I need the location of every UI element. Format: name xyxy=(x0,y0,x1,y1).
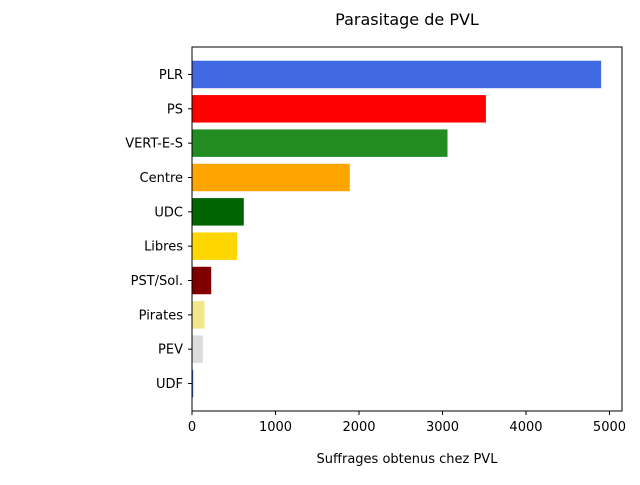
x-tick-label: 1000 xyxy=(259,420,292,435)
chart-title: Parasitage de PVL xyxy=(335,10,479,29)
y-tick-label: PST/Sol. xyxy=(131,274,183,289)
y-tick-label: PS xyxy=(167,102,183,117)
x-tick-label: 2000 xyxy=(342,420,375,435)
x-tick-label: 3000 xyxy=(426,420,459,435)
y-tick-label: Pirates xyxy=(139,308,184,323)
y-tick-label: VERT-E-S xyxy=(125,137,183,152)
y-axis-ticks: PLR PS VERT-E-S Centre UDC Libres PST/Sol. Pira… xyxy=(125,68,192,392)
bar-ps xyxy=(192,95,486,123)
bars-layer xyxy=(192,60,602,398)
y-tick-label: PEV xyxy=(158,343,183,358)
bar-plr xyxy=(192,60,602,89)
y-tick-label: Libres xyxy=(144,240,183,255)
bar-udc xyxy=(192,198,244,226)
x-tick-label: 5000 xyxy=(593,420,626,435)
bar-centre xyxy=(192,163,350,192)
x-tick-label: 4000 xyxy=(509,420,542,435)
bar-pst-sol xyxy=(192,266,212,295)
y-tick-label: Centre xyxy=(140,171,183,186)
bar-udf xyxy=(192,369,194,398)
x-tick-label: 0 xyxy=(188,420,196,435)
y-tick-label: PLR xyxy=(159,68,183,83)
y-tick-label: UDF xyxy=(156,377,183,392)
bar-vert-e-s xyxy=(192,129,448,157)
x-axis-label: Suffrages obtenus chez PVL xyxy=(317,452,499,467)
y-tick-label: UDC xyxy=(154,205,183,220)
x-axis-ticks: 0 1000 2000 3000 4000 5000 xyxy=(188,411,626,435)
plot-frame xyxy=(191,46,623,412)
bar-pirates xyxy=(192,301,205,329)
bar-pev xyxy=(192,335,203,363)
bar-libres xyxy=(192,232,238,260)
